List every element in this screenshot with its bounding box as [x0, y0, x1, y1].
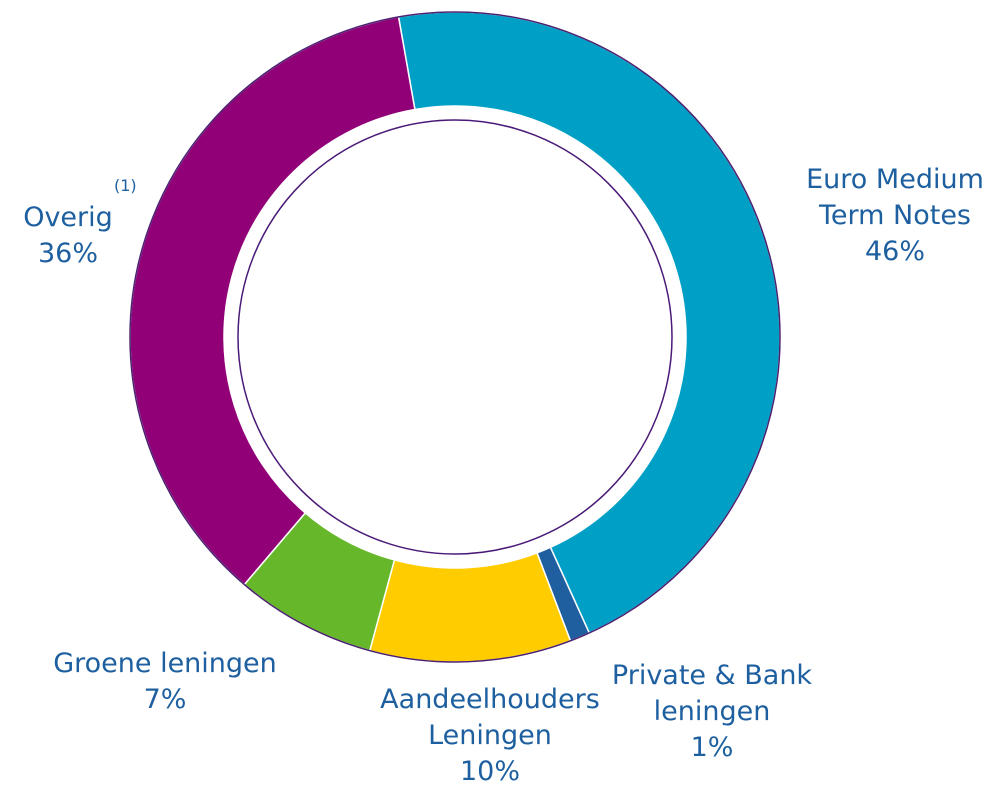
- donut-slice: [397, 11, 781, 634]
- category-name: Groene leningen: [53, 648, 277, 679]
- outer-edge: [129, 11, 781, 663]
- value-label: 36%: [37, 238, 98, 269]
- inner-ring: [237, 119, 673, 555]
- category-name: Private & Bank leningen: [611, 660, 813, 727]
- slice-label: Groene leningen 7%: [15, 646, 315, 718]
- value-label: 7%: [143, 684, 187, 715]
- category-name: Euro Medium Term Notes: [806, 164, 984, 231]
- category-name: Overig: [23, 202, 113, 233]
- slice-label: Euro Medium Term Notes 46%: [780, 162, 1005, 270]
- slice-label: Private & Bank leningen 1%: [582, 658, 842, 766]
- donut-slice: [368, 551, 572, 663]
- slice-label: Overig 36%: [8, 200, 128, 272]
- slice-label: Aandeelhouders Leningen 10%: [355, 682, 625, 790]
- annotation: (1): [114, 176, 137, 195]
- category-name: Aandeelhouders Leningen: [380, 684, 600, 751]
- value-label: 10%: [459, 756, 520, 787]
- value-label: 46%: [864, 236, 925, 267]
- value-label: 1%: [690, 732, 734, 763]
